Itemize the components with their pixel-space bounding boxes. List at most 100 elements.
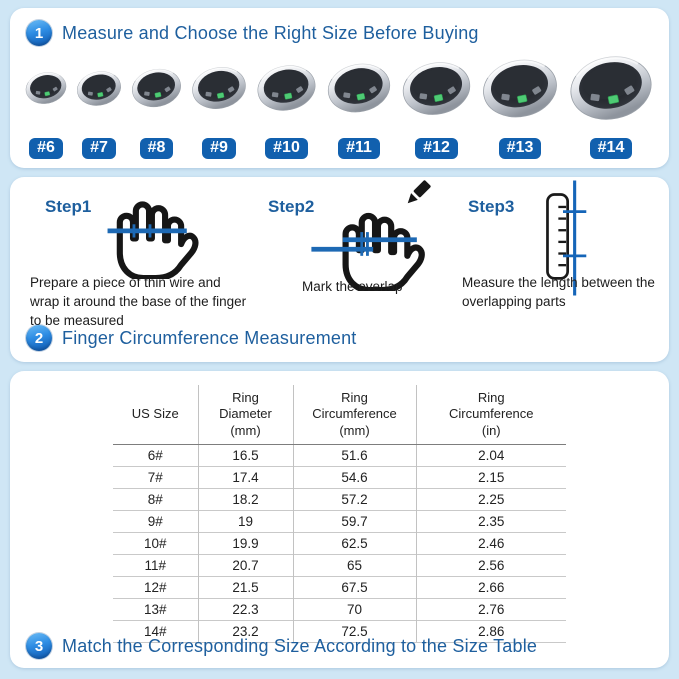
step1-text: Prepare a piece of thin wire and wrap it… [30, 275, 247, 329]
hand-with-wire-icon [94, 179, 206, 284]
step1-title: Step1 [45, 197, 92, 216]
smart-ring-image [130, 46, 183, 130]
table-cell: 21.5 [197, 575, 293, 599]
table-header-row: US Size Ring Diameter (mm) Ring Circumference… [113, 385, 566, 445]
table-row: 6# 16.5 51.6 2.04 [113, 444, 566, 467]
table-cell: 20.7 [197, 553, 293, 577]
section2-title: Finger Circumference Measurement [62, 327, 357, 348]
section1-heading-row: 1 Measure and Choose the Right Size Befo… [26, 20, 479, 46]
ring-item: #9 [190, 46, 248, 159]
ring-size-tag: #7 [82, 138, 116, 159]
table-cell: 19 [197, 509, 293, 533]
table-cell: 2.86 [415, 619, 566, 643]
ring-size-tag: #10 [265, 138, 308, 159]
table-cell: 54.6 [292, 465, 416, 489]
ring-size-tag: #8 [139, 138, 174, 159]
table-cell: 65 [292, 553, 416, 577]
table-cell: 17.4 [197, 465, 293, 489]
smart-ring-image [400, 46, 473, 130]
ring-item: #6 [24, 46, 68, 159]
hand-with-wire-and-pencil-icon [310, 177, 442, 296]
table-row: 10# 19.9 62.5 2.46 [113, 531, 566, 555]
step-number-badge-1: 1 [26, 20, 52, 46]
section-size-table: US Size Ring Diameter (mm) Ring Circumference… [10, 371, 669, 668]
ring-item: #13 [480, 46, 560, 159]
table-cell: 12# [113, 575, 198, 599]
ring-item: #11 [325, 46, 393, 159]
table-row: 12# 21.5 67.5 2.66 [113, 575, 566, 599]
step-number-badge-2: 2 [26, 325, 52, 351]
table-header-cell: Ring Circumference (in) [415, 385, 566, 445]
table-cell: 2.04 [415, 444, 566, 467]
rings-row: #6 #7 #8 #9 [24, 46, 655, 159]
section-ring-sizes: 1 Measure and Choose the Right Size Befo… [10, 8, 669, 168]
section1-title: Measure and Choose the Right Size Before… [62, 22, 479, 43]
table-cell: 62.5 [292, 531, 416, 555]
ring-item: #14 [567, 46, 655, 159]
table-cell: 2.15 [415, 465, 566, 489]
table-cell: 14# [113, 619, 198, 643]
ring-size-tag: #11 [338, 138, 380, 159]
table-cell: 2.46 [415, 531, 566, 555]
section3-heading-row: 3 Match the Corresponding Size According… [26, 633, 537, 659]
table-cell: 13# [113, 597, 198, 621]
table-row: 14# 23.2 72.5 2.86 [113, 619, 566, 643]
smart-ring-image [75, 46, 123, 130]
table-row: 9# 19 59.7 2.35 [113, 509, 566, 533]
table-row: 8# 18.2 57.2 2.25 [113, 487, 566, 511]
table-row: 11# 20.7 65 2.56 [113, 553, 566, 577]
smart-ring-image [480, 46, 560, 130]
smart-ring-image [24, 46, 68, 130]
step3-title: Step3 [468, 197, 515, 216]
table-cell: 2.35 [415, 509, 566, 533]
table-cell: 67.5 [292, 575, 416, 599]
table-cell: 19.9 [197, 531, 293, 555]
table-header-cell: Ring Diameter (mm) [197, 385, 293, 445]
ring-item: #7 [75, 46, 123, 159]
ring-item: #8 [130, 46, 183, 159]
table-cell: 2.76 [415, 597, 566, 621]
table-cell: 10# [113, 531, 198, 555]
step2-text: Mark the overlap [302, 279, 403, 294]
step-number-badge-3: 3 [26, 633, 52, 659]
table-row: 7# 17.4 54.6 2.15 [113, 465, 566, 489]
section-measure-steps: Step1 Prepare a piece of thin wire and w… [10, 177, 669, 362]
ring-size-tag: #12 [415, 138, 458, 159]
table-cell: 18.2 [197, 487, 293, 511]
smart-ring-image [190, 46, 248, 130]
ruler-with-measure-line-icon [538, 179, 588, 302]
ring-size-tag: #9 [202, 138, 236, 159]
table-header-cell: Ring Circumference (mm) [292, 385, 416, 445]
ring-size-table: US Size Ring Diameter (mm) Ring Circumference… [113, 385, 566, 643]
smart-ring-image [567, 46, 655, 130]
table-cell: 9# [113, 509, 198, 533]
ring-item: #12 [400, 46, 473, 159]
table-cell: 6# [147, 447, 163, 463]
table-cell: 2.66 [415, 575, 566, 599]
table-cell: 8# [113, 487, 198, 511]
section2-heading-row: 2 Finger Circumference Measurement [26, 325, 357, 351]
table-cell: 57.2 [292, 487, 416, 511]
smart-ring-image [255, 46, 318, 130]
table-cell: 2.56 [415, 553, 566, 577]
step2-title: Step2 [268, 197, 315, 216]
table-cell: 23.2 [197, 619, 293, 643]
smart-ring-image [325, 46, 393, 130]
table-cell: 7# [113, 465, 198, 489]
table-row: 13# 22.3 70 2.76 [113, 597, 566, 621]
table-header-cell: US Size [113, 385, 198, 445]
table-cell: 51.6 [292, 444, 416, 467]
table-cell: 2.25 [415, 487, 566, 511]
ring-size-tag: #13 [498, 138, 542, 159]
step3-text: Measure the length between the overlappi… [462, 275, 655, 310]
ring-size-tag: #14 [589, 138, 633, 159]
table-cell: 59.7 [292, 509, 416, 533]
table-cell: 11# [113, 553, 198, 577]
table-cell: 70 [292, 597, 416, 621]
table-cell: 22.3 [197, 597, 293, 621]
table-body: 6# 16.5 51.6 2.04 7# 17.4 54.6 2.15 8# 18.2 57.2 2.… [113, 444, 566, 643]
ring-item: #10 [255, 46, 318, 159]
table-cell: 72.5 [292, 619, 416, 643]
ring-size-tag: #6 [29, 138, 63, 159]
